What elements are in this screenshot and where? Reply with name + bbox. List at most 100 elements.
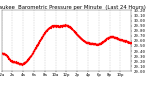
Point	[61, 25, 64, 27]
Point	[37, 41, 40, 42]
Point	[64, 25, 67, 26]
Point	[7, 58, 10, 59]
Point	[19, 63, 22, 64]
Point	[3, 53, 6, 55]
Point	[47, 28, 49, 29]
Point	[21, 63, 24, 64]
Point	[22, 63, 24, 64]
Point	[103, 40, 105, 41]
Point	[77, 36, 80, 37]
Point	[64, 25, 66, 26]
Point	[76, 34, 79, 36]
Point	[84, 41, 87, 42]
Point	[30, 54, 33, 55]
Point	[94, 43, 97, 45]
Point	[37, 42, 40, 43]
Point	[117, 38, 120, 39]
Point	[38, 40, 41, 42]
Point	[33, 50, 35, 51]
Point	[9, 60, 12, 62]
Point	[59, 25, 62, 27]
Point	[94, 43, 97, 44]
Point	[129, 42, 132, 43]
Point	[97, 43, 100, 44]
Point	[78, 36, 80, 37]
Point	[129, 42, 132, 44]
Point	[103, 41, 105, 42]
Point	[105, 39, 107, 40]
Point	[1, 53, 4, 54]
Point	[55, 25, 58, 26]
Point	[20, 64, 23, 65]
Point	[78, 37, 80, 38]
Point	[26, 59, 28, 60]
Point	[98, 43, 101, 44]
Point	[68, 26, 71, 27]
Point	[25, 61, 27, 62]
Point	[112, 37, 115, 38]
Point	[2, 53, 4, 54]
Point	[12, 61, 14, 62]
Point	[18, 63, 20, 64]
Point	[31, 52, 34, 54]
Point	[110, 35, 113, 36]
Point	[49, 27, 52, 28]
Point	[58, 25, 60, 27]
Point	[78, 37, 81, 38]
Point	[54, 25, 57, 26]
Point	[9, 59, 11, 61]
Point	[12, 61, 15, 62]
Point	[65, 24, 68, 26]
Point	[96, 43, 99, 44]
Point	[24, 61, 26, 63]
Point	[108, 37, 110, 38]
Point	[126, 41, 128, 42]
Point	[39, 37, 42, 39]
Point	[58, 26, 61, 27]
Point	[61, 24, 64, 26]
Point	[10, 60, 13, 62]
Point	[120, 39, 123, 41]
Point	[44, 30, 47, 32]
Point	[84, 41, 87, 42]
Point	[79, 37, 82, 39]
Point	[64, 25, 67, 27]
Point	[70, 28, 73, 29]
Point	[54, 25, 57, 27]
Point	[46, 28, 49, 30]
Point	[39, 38, 42, 40]
Point	[89, 43, 92, 44]
Point	[88, 43, 91, 44]
Point	[110, 36, 113, 37]
Point	[49, 26, 52, 28]
Point	[22, 62, 25, 64]
Point	[102, 41, 104, 42]
Point	[91, 43, 94, 44]
Point	[96, 43, 98, 44]
Point	[30, 53, 33, 54]
Point	[121, 40, 124, 41]
Point	[81, 39, 84, 41]
Point	[80, 38, 83, 40]
Point	[127, 41, 130, 42]
Point	[44, 31, 47, 32]
Point	[66, 25, 68, 27]
Point	[118, 38, 121, 40]
Point	[86, 42, 88, 43]
Point	[75, 32, 77, 33]
Point	[65, 25, 68, 26]
Point	[9, 60, 12, 61]
Point	[65, 24, 67, 25]
Point	[5, 54, 8, 56]
Point	[11, 60, 14, 62]
Point	[126, 41, 128, 42]
Point	[41, 35, 44, 36]
Point	[13, 62, 16, 63]
Point	[10, 60, 12, 61]
Point	[68, 26, 71, 27]
Point	[82, 39, 84, 41]
Point	[10, 60, 12, 61]
Point	[5, 55, 7, 56]
Point	[72, 30, 75, 31]
Point	[100, 42, 103, 43]
